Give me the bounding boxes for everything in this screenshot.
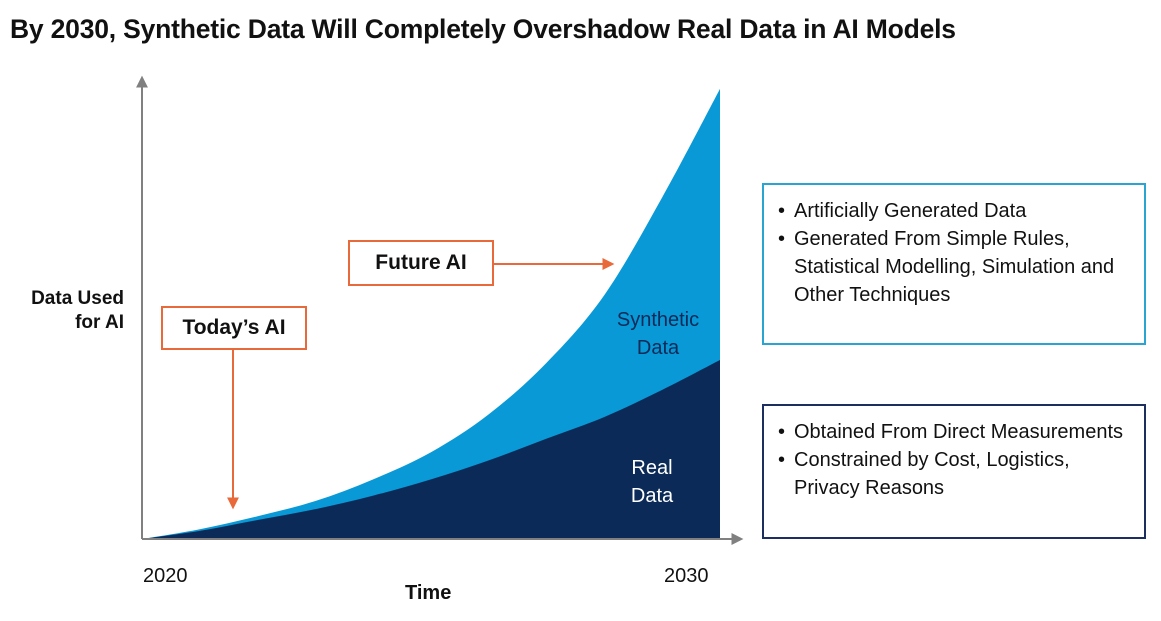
synthetic-label-line2: Data — [636, 337, 680, 359]
y-axis-label-line2: for AI — [75, 312, 124, 333]
synthetic-data-area — [142, 88, 720, 540]
y-axis-label: Data Used for AI — [0, 287, 124, 335]
chart-title: By 2030, Synthetic Data Will Completely … — [10, 14, 956, 44]
real-item: Constrained by Cost, Logistics, Privacy … — [776, 446, 1134, 502]
real-data-label: Real Data — [602, 454, 702, 510]
x-tick-2020: 2020 — [143, 565, 188, 587]
synthetic-item: Artificially Generated Data — [776, 197, 1134, 225]
real-item: Obtained From Direct Measurements — [776, 418, 1134, 446]
real-data-description: Obtained From Direct Measurements Constr… — [762, 404, 1146, 539]
synthetic-label-line1: Synthetic — [616, 309, 700, 331]
synthetic-item: Generated From Simple Rules, Statistical… — [776, 225, 1134, 309]
real-data-area — [142, 360, 720, 539]
y-axis-label-line1: Data Used — [31, 288, 124, 309]
today-ai-callout: Today’s AI — [161, 306, 307, 350]
today-ai-label: Today’s AI — [182, 316, 286, 339]
synthetic-data-label: Synthetic Data — [598, 306, 718, 362]
real-label-line2: Data — [630, 485, 674, 507]
future-ai-callout: Future AI — [348, 240, 494, 286]
real-label-line1: Real — [631, 457, 673, 479]
future-ai-label: Future AI — [375, 251, 467, 274]
synthetic-data-description: Artificially Generated Data Generated Fr… — [762, 183, 1146, 345]
x-axis-label: Time — [405, 582, 452, 604]
x-tick-2030: 2030 — [664, 565, 709, 587]
